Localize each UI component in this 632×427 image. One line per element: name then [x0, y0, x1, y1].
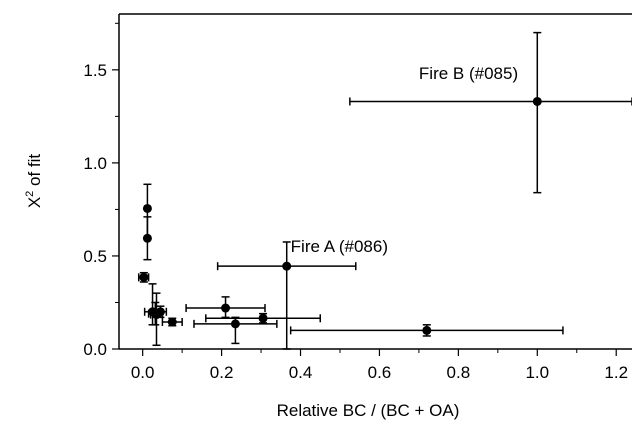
- x-tick-label: 0.8: [447, 363, 471, 382]
- data-point: [532, 96, 542, 106]
- x-tick-label: 1.2: [604, 363, 628, 382]
- data-point: [221, 303, 231, 313]
- data-point: [167, 317, 177, 327]
- annotations: Fire A (#086) Fire B (#085): [291, 64, 518, 256]
- y-tick-label: 1.5: [83, 61, 107, 80]
- y-axis-title: X2 of fit: [24, 154, 44, 209]
- y-tick-label: 0.5: [83, 247, 107, 266]
- x-axis-title: Relative BC / (BC + OA): [277, 401, 460, 420]
- x-axis: 0.0 0.2 0.4 0.6 0.8 1.0 1.2: [131, 349, 628, 382]
- y-tick-label: 1.0: [83, 154, 107, 173]
- data-points: [139, 96, 542, 335]
- data-point: [282, 261, 292, 271]
- point-annotation: Fire A (#086): [291, 237, 388, 256]
- y-tick-label: 0.0: [83, 340, 107, 359]
- data-point: [142, 203, 152, 213]
- data-point: [422, 325, 432, 335]
- plot-frame: [118, 13, 632, 350]
- point-annotation: Fire B (#085): [419, 64, 518, 83]
- y-axis: 0.0 0.5 1.0 1.5: [83, 22, 119, 359]
- x-tick-label: 0.0: [131, 363, 155, 382]
- y-axis-title-superscript: 2: [24, 191, 36, 197]
- x-tick-label: 0.2: [210, 363, 234, 382]
- data-point: [155, 307, 165, 317]
- x-tick-label: 1.0: [525, 363, 549, 382]
- data-point: [139, 272, 149, 282]
- x-tick-label: 0.4: [289, 363, 313, 382]
- y-axis-title-rest: of fit: [25, 154, 44, 191]
- y-axis-title-main: X: [25, 197, 44, 208]
- data-point: [230, 319, 240, 329]
- x-tick-label: 0.6: [368, 363, 392, 382]
- data-point: [142, 233, 152, 243]
- data-point: [258, 313, 268, 323]
- error-bars: [137, 31, 632, 350]
